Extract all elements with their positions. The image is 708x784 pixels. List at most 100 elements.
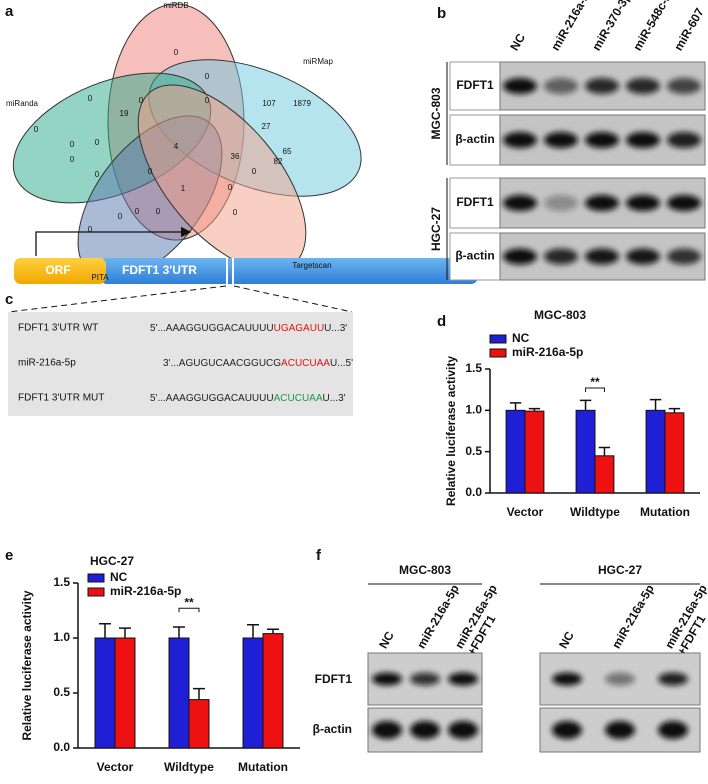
- sequence-part: 5'...AAAGGUGGACAUUUU: [150, 393, 274, 404]
- band: [658, 672, 688, 686]
- sequence-name: FDFT1 3'UTR WT: [18, 323, 98, 334]
- band: [544, 195, 578, 211]
- band: [448, 672, 478, 686]
- bar: [575, 409, 596, 494]
- significance-bracket: [585, 387, 605, 393]
- venn-count: 107: [262, 99, 276, 108]
- error-bar: [247, 624, 260, 638]
- sequence-part: 5'...AAAGGUGGACAUUUU: [150, 323, 274, 334]
- panel-label: d: [437, 313, 446, 330]
- y-tick-label: 0.0: [53, 740, 70, 754]
- lane-label: NC: [376, 629, 397, 651]
- bar: [242, 637, 264, 749]
- error-bar: [192, 687, 205, 700]
- utr-bar: [100, 258, 478, 284]
- bar: [645, 409, 666, 494]
- group-label: HGC-27: [598, 563, 642, 577]
- group-label: MGC-803: [429, 87, 443, 139]
- lane-label: NC: [507, 31, 528, 53]
- bar: [168, 637, 190, 749]
- band: [448, 721, 478, 739]
- row-label: β-actin: [455, 249, 494, 263]
- y-axis-label: Relative luciferase activity: [444, 356, 458, 506]
- chart-title: MGC-803: [534, 308, 586, 322]
- lane-label: miR-370-3p: [589, 0, 633, 53]
- error-bar: [173, 626, 186, 638]
- band: [585, 248, 619, 265]
- chart-title: HGC-27: [90, 554, 134, 568]
- utr-label: FDFT1 3'UTR: [122, 263, 197, 277]
- lane-label: NC: [556, 629, 577, 651]
- row-label-box: [449, 114, 501, 166]
- venn-count: 4: [174, 142, 179, 151]
- sequence-part: U...5': [330, 358, 353, 369]
- venn-count: 0: [205, 96, 210, 105]
- band: [585, 78, 619, 94]
- band: [503, 132, 537, 148]
- venn-set-label: Targetscan: [292, 261, 331, 270]
- y-tick-label: 1.0: [465, 403, 482, 417]
- orf-box: [14, 258, 106, 284]
- venn-count: 0: [88, 225, 93, 234]
- venn-count: 0: [70, 140, 75, 149]
- legend-swatch: [489, 334, 507, 344]
- band: [372, 721, 402, 739]
- venn-count: 1: [181, 184, 186, 193]
- band: [626, 132, 660, 148]
- row-label: FDFT1: [456, 195, 494, 209]
- error-bar: [579, 399, 592, 411]
- y-tick-label: 1.0: [53, 630, 70, 644]
- venn-count: 0: [252, 167, 257, 176]
- lane-label-line: NC: [376, 629, 397, 651]
- venn-count: 0: [95, 170, 100, 179]
- panel-label: f: [316, 547, 322, 564]
- venn-count: 0: [34, 125, 39, 134]
- venn-count: 0: [228, 183, 233, 192]
- x-tick-label: Mutation: [238, 760, 288, 774]
- venn-count: 0: [118, 212, 123, 221]
- venn-count: 0: [70, 155, 75, 164]
- band: [585, 132, 619, 148]
- lane-label: miR-216a-5p+FDFT1: [662, 582, 708, 658]
- venn-count: 1879: [293, 99, 311, 108]
- sequence: 5'...AAAGGUGGACAUUUUACUCUAAU...3': [150, 393, 346, 404]
- bar: [94, 637, 116, 749]
- sequence: 5'...AAAGGUGGACAUUUUUGAGAUUU...3': [150, 323, 347, 334]
- venn-count: 19: [120, 109, 129, 118]
- bar: [505, 409, 526, 494]
- band: [626, 78, 660, 94]
- band: [544, 248, 578, 265]
- row-label: β-actin: [455, 132, 494, 146]
- significance-label: **: [184, 595, 194, 609]
- sequence-name: miR-216a-5p: [18, 358, 76, 369]
- legend-swatch: [489, 348, 507, 358]
- band: [503, 78, 537, 94]
- band: [667, 132, 701, 148]
- band: [544, 132, 578, 148]
- band: [626, 195, 660, 211]
- bar: [524, 410, 545, 494]
- venn-count: 0: [139, 96, 144, 105]
- bar: [664, 412, 685, 494]
- significance-label: **: [590, 375, 600, 389]
- x-tick-label: Vector: [507, 505, 544, 519]
- venn-count: 82: [274, 157, 283, 166]
- venn-count: 0: [233, 208, 238, 217]
- panel-label: c: [5, 291, 13, 308]
- legend-label: miR-216a-5p: [512, 345, 583, 359]
- orf-label: ORF: [45, 263, 70, 277]
- venn-count: 0: [148, 167, 153, 176]
- error-bar: [509, 402, 522, 411]
- panel-label: e: [5, 547, 13, 564]
- zoom-line: [233, 285, 353, 313]
- venn-count: 0: [205, 72, 210, 81]
- venn-count: 36: [231, 152, 240, 161]
- row-label-box: [449, 177, 501, 229]
- legend-label: NC: [512, 331, 530, 345]
- venn-count: 0: [156, 207, 161, 216]
- legend-swatch: [87, 573, 105, 583]
- venn-set-label: miRanda: [6, 99, 39, 108]
- band: [544, 78, 578, 94]
- row-label-box: [449, 232, 501, 281]
